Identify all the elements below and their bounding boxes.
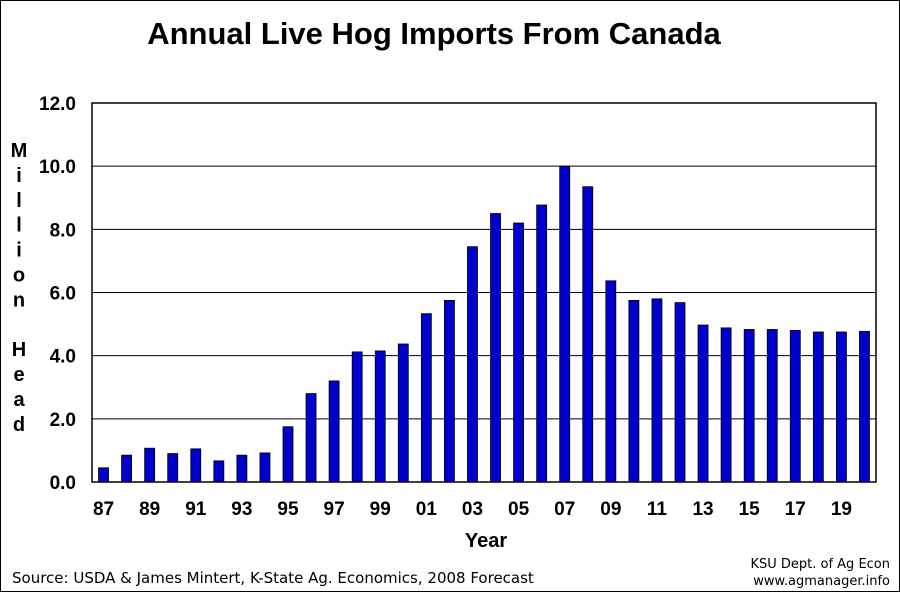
y-tick-label: 6.0 <box>50 284 76 305</box>
bar-97 <box>328 380 340 483</box>
bar-06 <box>536 204 548 483</box>
y-axis-title-letter: i <box>16 240 22 262</box>
x-tick-labels: 87 89 91 93 95 97 99 01 03 05 07 09 11 13 15 17 19 <box>93 499 852 520</box>
bar-07 <box>559 165 571 483</box>
bar-99 <box>374 350 386 483</box>
bar-92 <box>213 460 225 483</box>
bars <box>98 165 870 483</box>
bar-02 <box>444 299 455 483</box>
y-tick-label: 0.0 <box>50 473 76 494</box>
y-tick-labels: 0.0 2.0 4.0 6.0 8.0 10.0 12.0 <box>39 94 76 494</box>
y-axis-title-letter: l <box>16 215 22 237</box>
plot-area <box>91 102 877 483</box>
bar-13 <box>697 324 709 483</box>
bar-95 <box>282 426 294 483</box>
bar-16 <box>766 329 778 483</box>
bar-20 <box>859 330 870 483</box>
bar-90 <box>167 453 179 483</box>
y-tick-label: 8.0 <box>50 220 76 241</box>
y-axis-title-letter: d <box>13 414 25 436</box>
y-axis-title-letter: e <box>13 364 24 386</box>
bar-96 <box>305 393 317 483</box>
bar-08 <box>582 186 594 483</box>
y-axis-title-letter: M <box>11 140 28 162</box>
bar-88 <box>121 454 132 483</box>
y-tick-label: 12.0 <box>39 94 76 115</box>
bar-12 <box>674 302 686 483</box>
y-tick-label: 10.0 <box>39 157 76 178</box>
x-tick-label: 89 <box>139 499 160 520</box>
bar-04 <box>490 213 501 483</box>
chart-title: Annual Live Hog Imports From Canada <box>147 16 721 51</box>
bar-05 <box>513 222 524 483</box>
x-tick-label: 97 <box>324 499 345 520</box>
bar-89 <box>144 447 156 483</box>
x-tick-label: 09 <box>600 499 621 520</box>
bar-09 <box>605 280 617 483</box>
credit-line-2: www.agmanager.info <box>753 574 890 589</box>
bar-14 <box>720 327 732 483</box>
y-tick-label: 2.0 <box>50 410 76 431</box>
x-tick-label: 05 <box>508 499 530 520</box>
x-tick-label: 15 <box>739 499 761 520</box>
y-axis-title-letter: l <box>16 190 22 212</box>
gridlines <box>92 165 876 420</box>
y-axis-title-letter: a <box>13 389 25 411</box>
x-tick-label: 93 <box>231 499 252 520</box>
bar-19 <box>836 331 847 483</box>
bar-18 <box>812 331 824 483</box>
bar-93 <box>236 454 248 483</box>
x-tick-label: 11 <box>647 499 668 520</box>
bar-01 <box>420 313 432 483</box>
bar-15 <box>743 329 755 483</box>
x-tick-label: 19 <box>831 499 852 520</box>
x-axis-title: Year <box>465 530 507 552</box>
bar-11 <box>651 298 663 483</box>
y-axis-title-letter: n <box>13 289 25 311</box>
x-tick-label: 01 <box>416 499 438 520</box>
x-tick-label: 07 <box>554 499 575 520</box>
y-axis-title-letter: H <box>12 339 26 361</box>
x-tick-label: 95 <box>277 499 299 520</box>
source-note: Source: USDA & James Mintert, K-State Ag… <box>12 569 534 587</box>
credit-line-1: KSU Dept. of Ag Econ <box>750 557 890 572</box>
x-tick-label: 03 <box>462 499 483 520</box>
bar-17 <box>789 329 801 483</box>
x-tick-label: 13 <box>692 499 713 520</box>
x-tick-label: 17 <box>785 499 806 520</box>
y-axis-title-letter: o <box>13 265 25 287</box>
bar-00 <box>397 343 409 483</box>
y-axis-title-letter: i <box>16 165 22 187</box>
x-tick-label: 99 <box>370 499 391 520</box>
bar-10 <box>628 299 640 483</box>
bar-87 <box>98 467 109 483</box>
y-tick-label: 4.0 <box>50 347 76 368</box>
bar-91 <box>190 448 202 483</box>
x-tick-label: 87 <box>93 499 114 520</box>
bar-03 <box>467 246 478 483</box>
bar-94 <box>259 452 271 483</box>
bar-98 <box>351 351 363 483</box>
x-tick-label: 91 <box>185 499 207 520</box>
